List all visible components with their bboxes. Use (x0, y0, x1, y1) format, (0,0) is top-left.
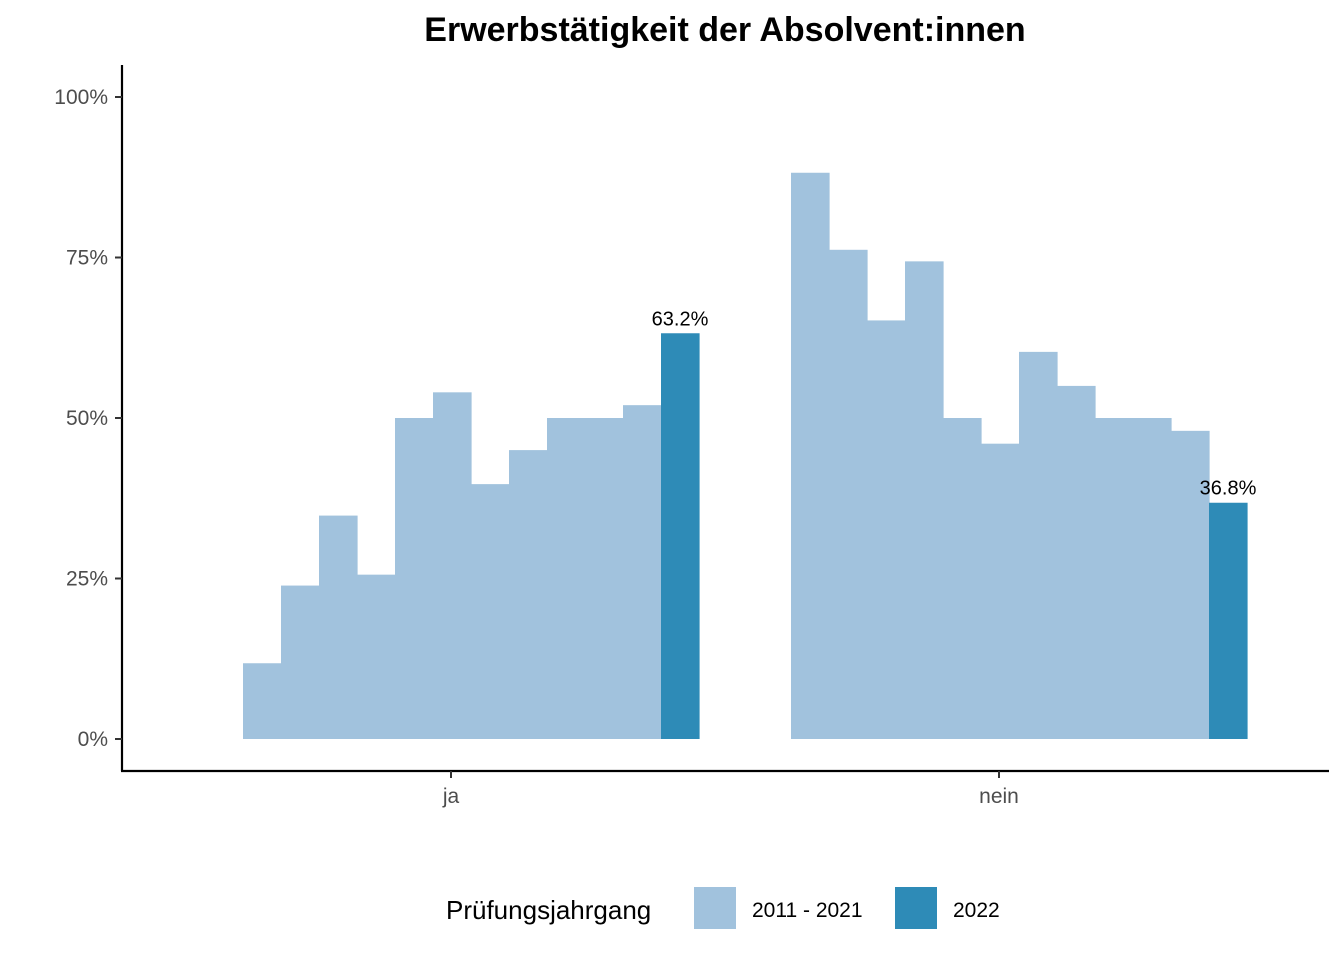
bar-nein-2011-2021-0 (791, 172, 830, 740)
legend-label-2022: 2022 (953, 899, 1000, 922)
bar-ja-2011-2021-6 (471, 484, 510, 739)
bar-ja-2011-2021-4 (395, 418, 434, 739)
y-tick-label-3: 75% (66, 247, 108, 270)
bar-ja-2011-2021-0 (243, 663, 282, 739)
x-tick-label-ja: ja (442, 785, 460, 808)
bar-ja-2011-2021-5 (433, 392, 472, 739)
data-label-group: 63.2% 36.8% (652, 308, 1257, 499)
bar-ja-2011-2021-7 (509, 450, 548, 739)
y-tick-label-1: 25% (66, 568, 108, 591)
x-ticks: ja nein (442, 771, 1019, 808)
bar-nein-2011-2021-3 (905, 261, 944, 739)
y-tick-label-2: 50% (66, 407, 108, 430)
bar-nein-2011-2021-5 (981, 443, 1020, 739)
y-ticks: 0% 25% 50% 75% 100% (54, 86, 122, 751)
legend-title: Prüfungsjahrgang (446, 895, 651, 925)
x-tick-label-nein: nein (979, 785, 1019, 808)
legend-swatch-2022 (895, 887, 937, 929)
data-label-nein: 36.8% (1200, 478, 1257, 500)
bar-nein-2011-2021-8 (1095, 418, 1134, 739)
bar-nein-2011-2021-2 (867, 320, 906, 739)
bar-group (243, 172, 1248, 740)
y-tick-label-0: 0% (78, 728, 108, 751)
data-label-ja: 63.2% (652, 308, 709, 330)
bar-nein-2011-2021-9 (1133, 418, 1172, 739)
bar-nein-2022-0 (1209, 502, 1248, 739)
bar-nein-2011-2021-10 (1171, 430, 1210, 739)
bar-ja-2011-2021-10 (623, 405, 662, 739)
bar-ja-2022-0 (661, 333, 700, 739)
legend-label-2011-2021: 2011 - 2021 (752, 899, 863, 922)
bar-ja-2011-2021-9 (585, 418, 624, 739)
bar-nein-2011-2021-1 (829, 249, 868, 739)
bar-nein-2011-2021-7 (1057, 385, 1096, 739)
bar-ja-2011-2021-3 (357, 574, 396, 739)
bar-nein-2011-2021-4 (943, 418, 982, 739)
bar-nein-2011-2021-6 (1019, 351, 1058, 739)
bar-ja-2011-2021-1 (281, 585, 320, 739)
legend-swatch-2011-2021 (694, 887, 736, 929)
bar-ja-2011-2021-2 (319, 515, 358, 739)
chart-title: Erwerbstätigkeit der Absolvent:innen (424, 11, 1025, 49)
legend: Prüfungsjahrgang 2011 - 2021 2022 (446, 887, 1000, 929)
bar-ja-2011-2021-8 (547, 418, 586, 739)
y-tick-label-4: 100% (54, 86, 108, 109)
